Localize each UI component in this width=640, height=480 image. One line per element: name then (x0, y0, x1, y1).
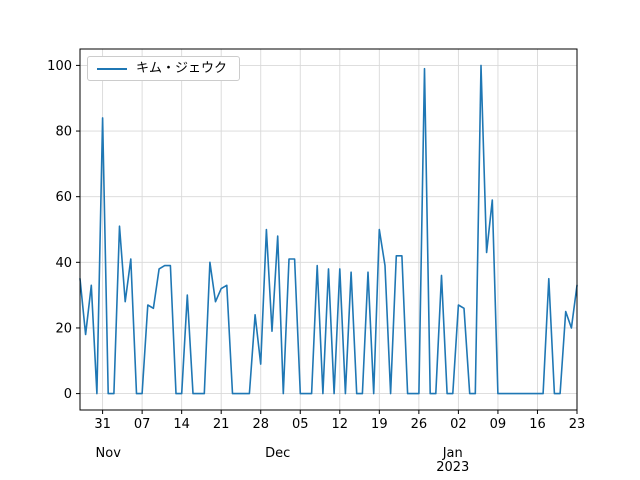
svg-text:07: 07 (134, 417, 151, 432)
svg-text:31: 31 (94, 417, 111, 432)
svg-text:16: 16 (529, 417, 546, 432)
svg-text:12: 12 (332, 417, 349, 432)
svg-text:23: 23 (569, 417, 586, 432)
svg-text:09: 09 (490, 417, 507, 432)
svg-text:05: 05 (292, 417, 309, 432)
svg-text:80: 80 (55, 125, 72, 140)
svg-text:14: 14 (173, 417, 190, 432)
legend: キム・ジェウク (87, 56, 241, 81)
svg-text:100: 100 (47, 59, 72, 74)
svg-text:Jan: Jan (442, 446, 463, 461)
svg-text:0: 0 (64, 387, 72, 402)
svg-text:2023: 2023 (436, 460, 469, 475)
svg-text:40: 40 (55, 256, 72, 271)
svg-text:20: 20 (55, 321, 72, 336)
legend-line-sample (97, 67, 127, 70)
svg-text:Dec: Dec (265, 446, 290, 461)
svg-text:Nov: Nov (96, 446, 122, 461)
svg-text:21: 21 (213, 417, 230, 432)
svg-text:19: 19 (371, 417, 388, 432)
svg-text:60: 60 (55, 190, 72, 205)
svg-text:28: 28 (252, 417, 269, 432)
legend-series-label: キム・ジェウク (136, 61, 228, 76)
svg-text:26: 26 (411, 417, 428, 432)
svg-text:02: 02 (450, 417, 467, 432)
